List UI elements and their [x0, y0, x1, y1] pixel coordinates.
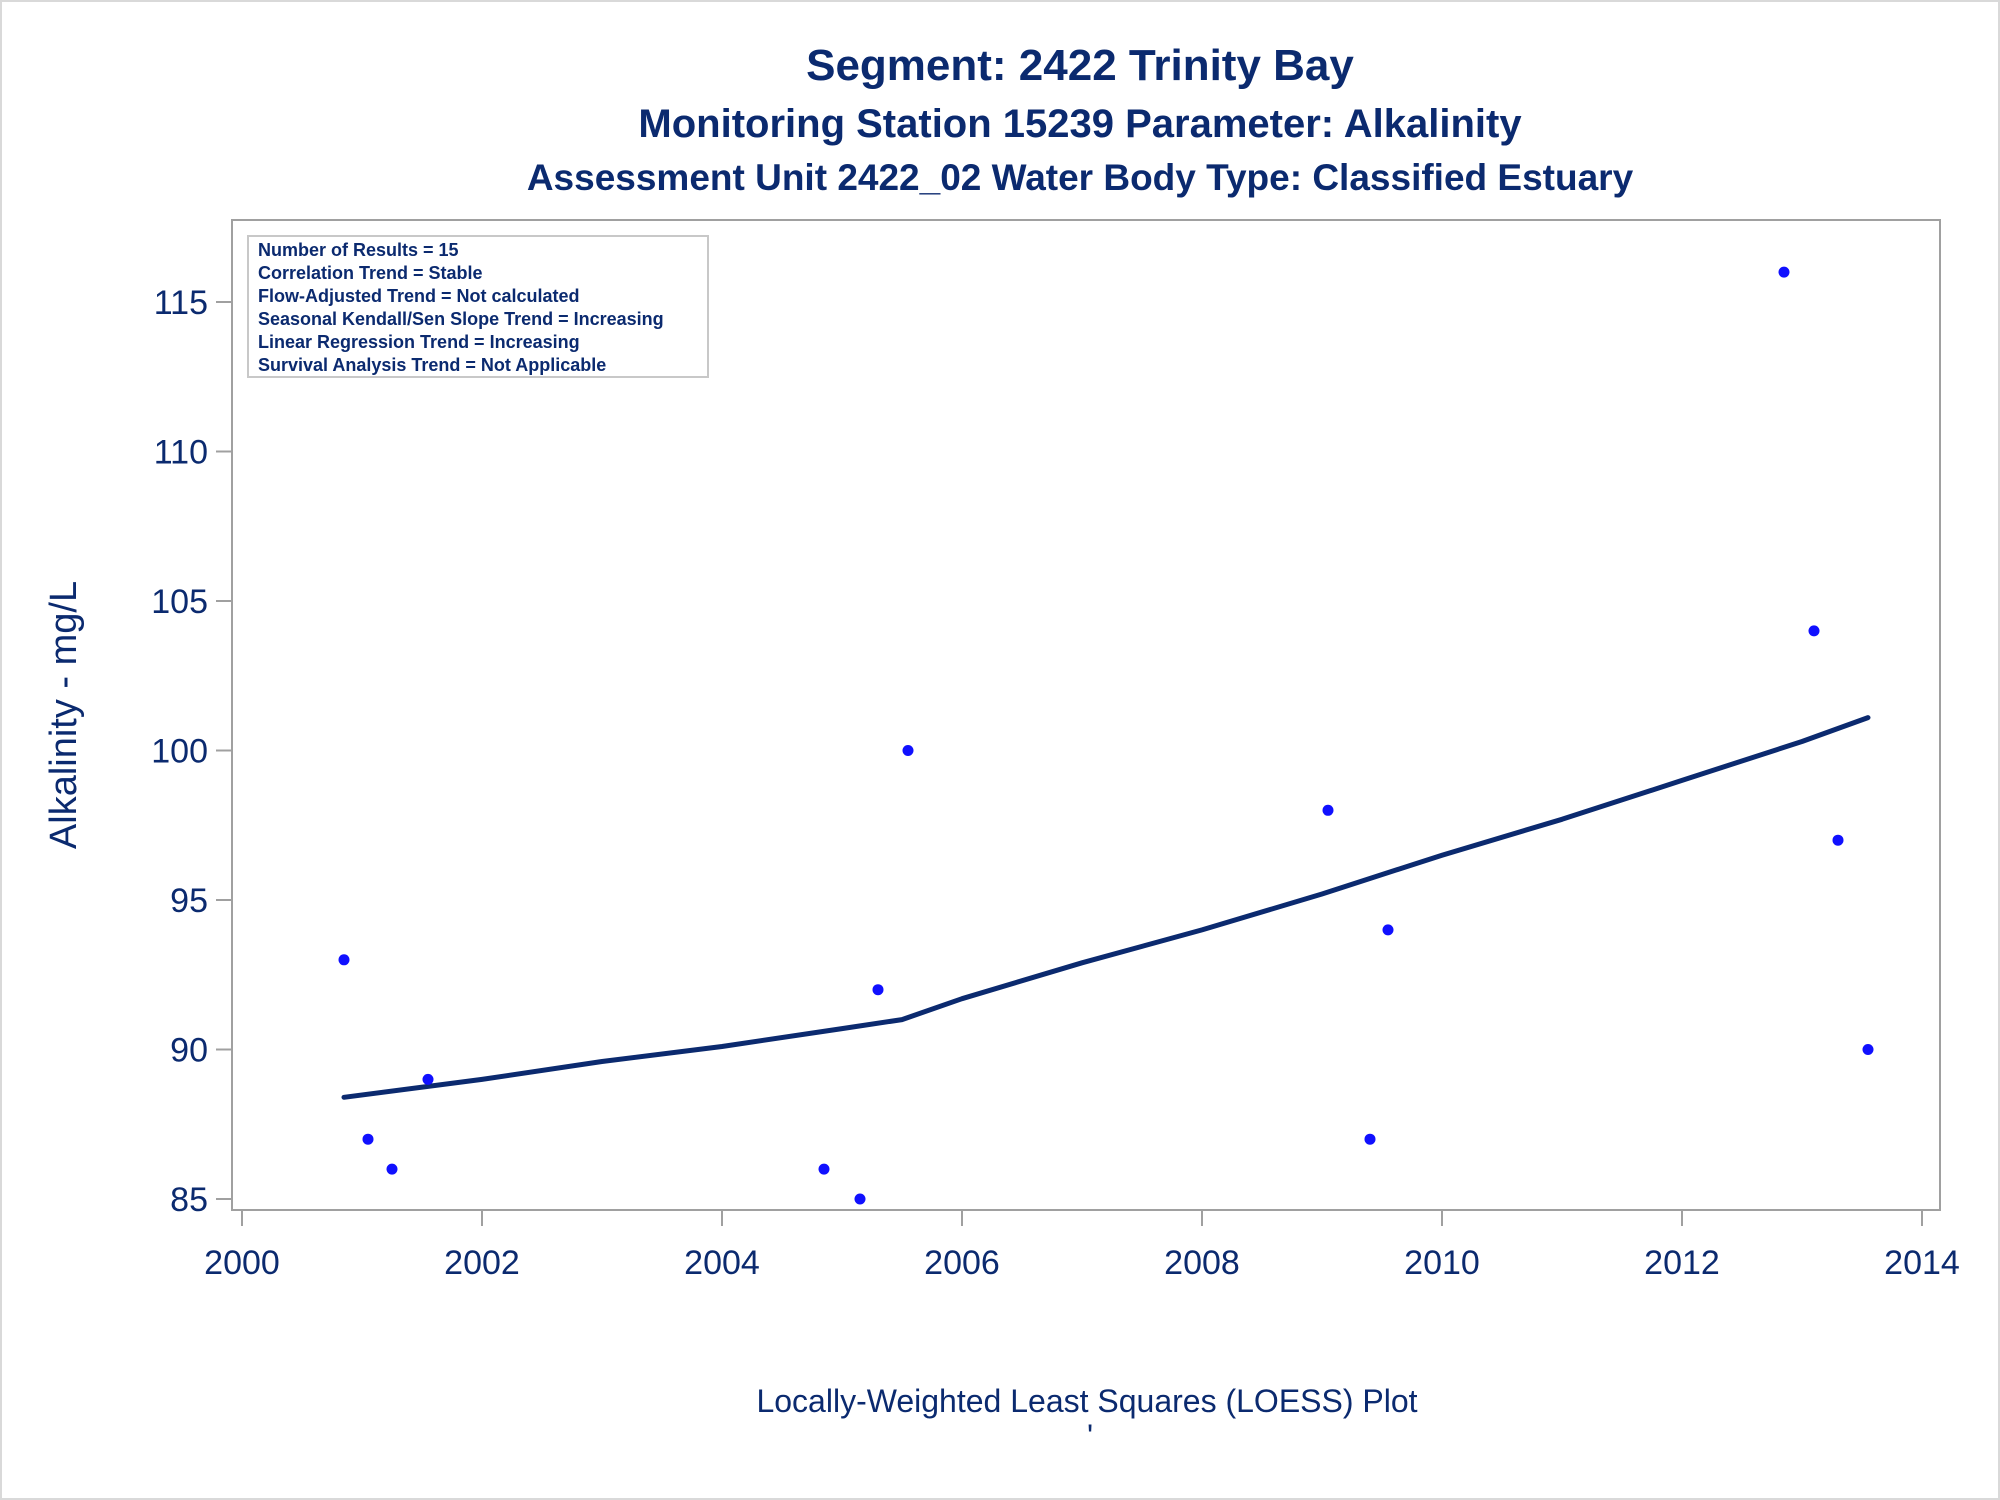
data-point: [386, 1163, 398, 1175]
chart-footnote: Locally-Weighted Least Squares (LOESS) P…: [756, 1383, 1417, 1419]
trend-summary-box: Number of Results = 15 Correlation Trend …: [247, 235, 709, 378]
y-tick-label: 115: [154, 284, 208, 322]
trend-summary-line: Flow-Adjusted Trend = Not calculated: [258, 286, 580, 306]
data-point: [422, 1073, 434, 1085]
x-tick-label: 2014: [1884, 1244, 1960, 1282]
x-tick-label: 2010: [1404, 1244, 1480, 1282]
data-point: [362, 1133, 374, 1145]
data-point: [1364, 1133, 1376, 1145]
y-tick-label: 90: [170, 1032, 208, 1070]
loess-trend-line: [341, 715, 1871, 1100]
chart-title: Segment: 2422 Trinity Bay: [806, 41, 1354, 90]
trend-summary-line: Survival Analysis Trend = Not Applicable: [258, 355, 606, 375]
y-tick-label: 100: [151, 733, 208, 771]
x-axis: 2000 2002 2004 2006 2008 2010 2012 2014: [204, 1210, 1960, 1282]
trend-summary-line: Number of Results = 15: [258, 240, 459, 260]
data-point: [818, 1163, 830, 1175]
data-point: [1322, 804, 1334, 816]
data-point: [1778, 266, 1790, 278]
data-point: [338, 954, 350, 966]
trend-summary-line: Correlation Trend = Stable: [258, 263, 483, 283]
x-tick-label: 2012: [1644, 1244, 1720, 1282]
trend-summary-border: [247, 235, 709, 378]
data-point: [902, 745, 914, 756]
data-point: [1862, 1044, 1874, 1055]
y-tick-label: 110: [154, 434, 208, 472]
chart-footnote-2: ': [1087, 1418, 1093, 1454]
y-tick-label: 105: [151, 583, 208, 621]
data-point: [1382, 924, 1394, 936]
x-tick-label: 2008: [1164, 1244, 1240, 1282]
chart-subtitle: Monitoring Station 15239 Parameter: Alka…: [638, 102, 1522, 146]
y-axis: 85 90 95 100 105 110 115: [151, 284, 232, 1219]
chart-subtitle-2: Assessment Unit 2422_02 Water Body Type:…: [527, 157, 1634, 198]
x-tick-label: 2002: [444, 1244, 520, 1282]
y-tick-label: 95: [170, 882, 208, 920]
data-point: [1808, 625, 1820, 637]
x-tick-label: 2000: [204, 1244, 280, 1282]
trend-summary-line: Linear Regression Trend = Increasing: [258, 332, 580, 352]
x-tick-label: 2006: [924, 1244, 1000, 1282]
data-point: [872, 984, 884, 996]
trend-summary-line: Seasonal Kendall/Sen Slope Trend = Incre…: [258, 309, 664, 329]
y-tick-label: 85: [170, 1181, 208, 1219]
x-tick-label: 2004: [684, 1244, 760, 1282]
data-point: [854, 1193, 866, 1205]
data-point: [1832, 834, 1844, 846]
series-layer: [338, 266, 1874, 1205]
plot-area: [231, 219, 1941, 1211]
y-axis-title: Alkalinity - mg/L: [43, 581, 85, 849]
